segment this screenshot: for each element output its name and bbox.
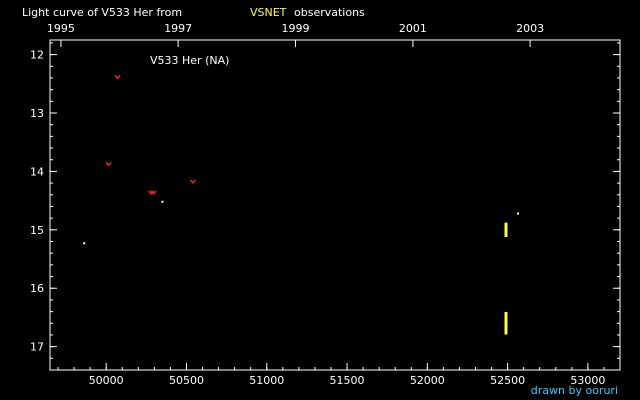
- visual-point: [517, 212, 520, 215]
- year-tick-label: 1997: [164, 22, 192, 35]
- ccd-point: [504, 329, 508, 335]
- y-tick-label: 17: [30, 341, 44, 354]
- object-label: V533 Her (NA): [150, 54, 229, 67]
- plot-frame: [49, 39, 621, 371]
- upper-limit-point: [189, 179, 196, 184]
- year-tick-label: 1995: [47, 22, 75, 35]
- upper-limit-point: [150, 190, 157, 196]
- y-tick-label: 12: [30, 49, 44, 62]
- upper-limit-point: [114, 74, 121, 80]
- y-tick-label: 13: [30, 107, 44, 120]
- chart-title-suffix: observations: [294, 6, 365, 19]
- axis-ticks: 50000 50500 51000 51500 52000 52500 53000 1995 1…: [30, 22, 621, 387]
- x-tick-label: 51500: [330, 374, 365, 387]
- y-tick-label: 14: [30, 165, 44, 178]
- ccd-point: [504, 326, 508, 332]
- x-tick-label: 52000: [410, 374, 445, 387]
- x-tick-label: 50500: [169, 374, 204, 387]
- credit-text: drawn by ooruri: [531, 384, 618, 397]
- upper-limit-point: [148, 190, 155, 196]
- y-tick-label: 16: [30, 282, 44, 295]
- chart-title-prefix: Light curve of V533 Her from: [22, 6, 182, 19]
- ccd-point: [504, 316, 508, 322]
- ccd-point: [504, 319, 508, 325]
- x-tick-label: 53000: [570, 374, 605, 387]
- x-tick-label: 52500: [490, 374, 525, 387]
- year-tick-label: 2003: [516, 22, 544, 35]
- year-tick-label: 1999: [282, 22, 310, 35]
- year-tick-label: 2001: [399, 22, 427, 35]
- x-tick-label: 51000: [249, 374, 284, 387]
- y-tick-label: 15: [30, 224, 44, 237]
- ccd-point: [504, 323, 508, 329]
- upper-limit-point: [105, 161, 112, 167]
- visual-point: [83, 242, 86, 245]
- ccd-point: [504, 231, 508, 237]
- x-tick-label: 50000: [89, 374, 124, 387]
- chart-title-source: VSNET: [250, 6, 287, 19]
- data-points: [83, 74, 520, 335]
- visual-point: [161, 200, 164, 203]
- ccd-point: [504, 312, 508, 318]
